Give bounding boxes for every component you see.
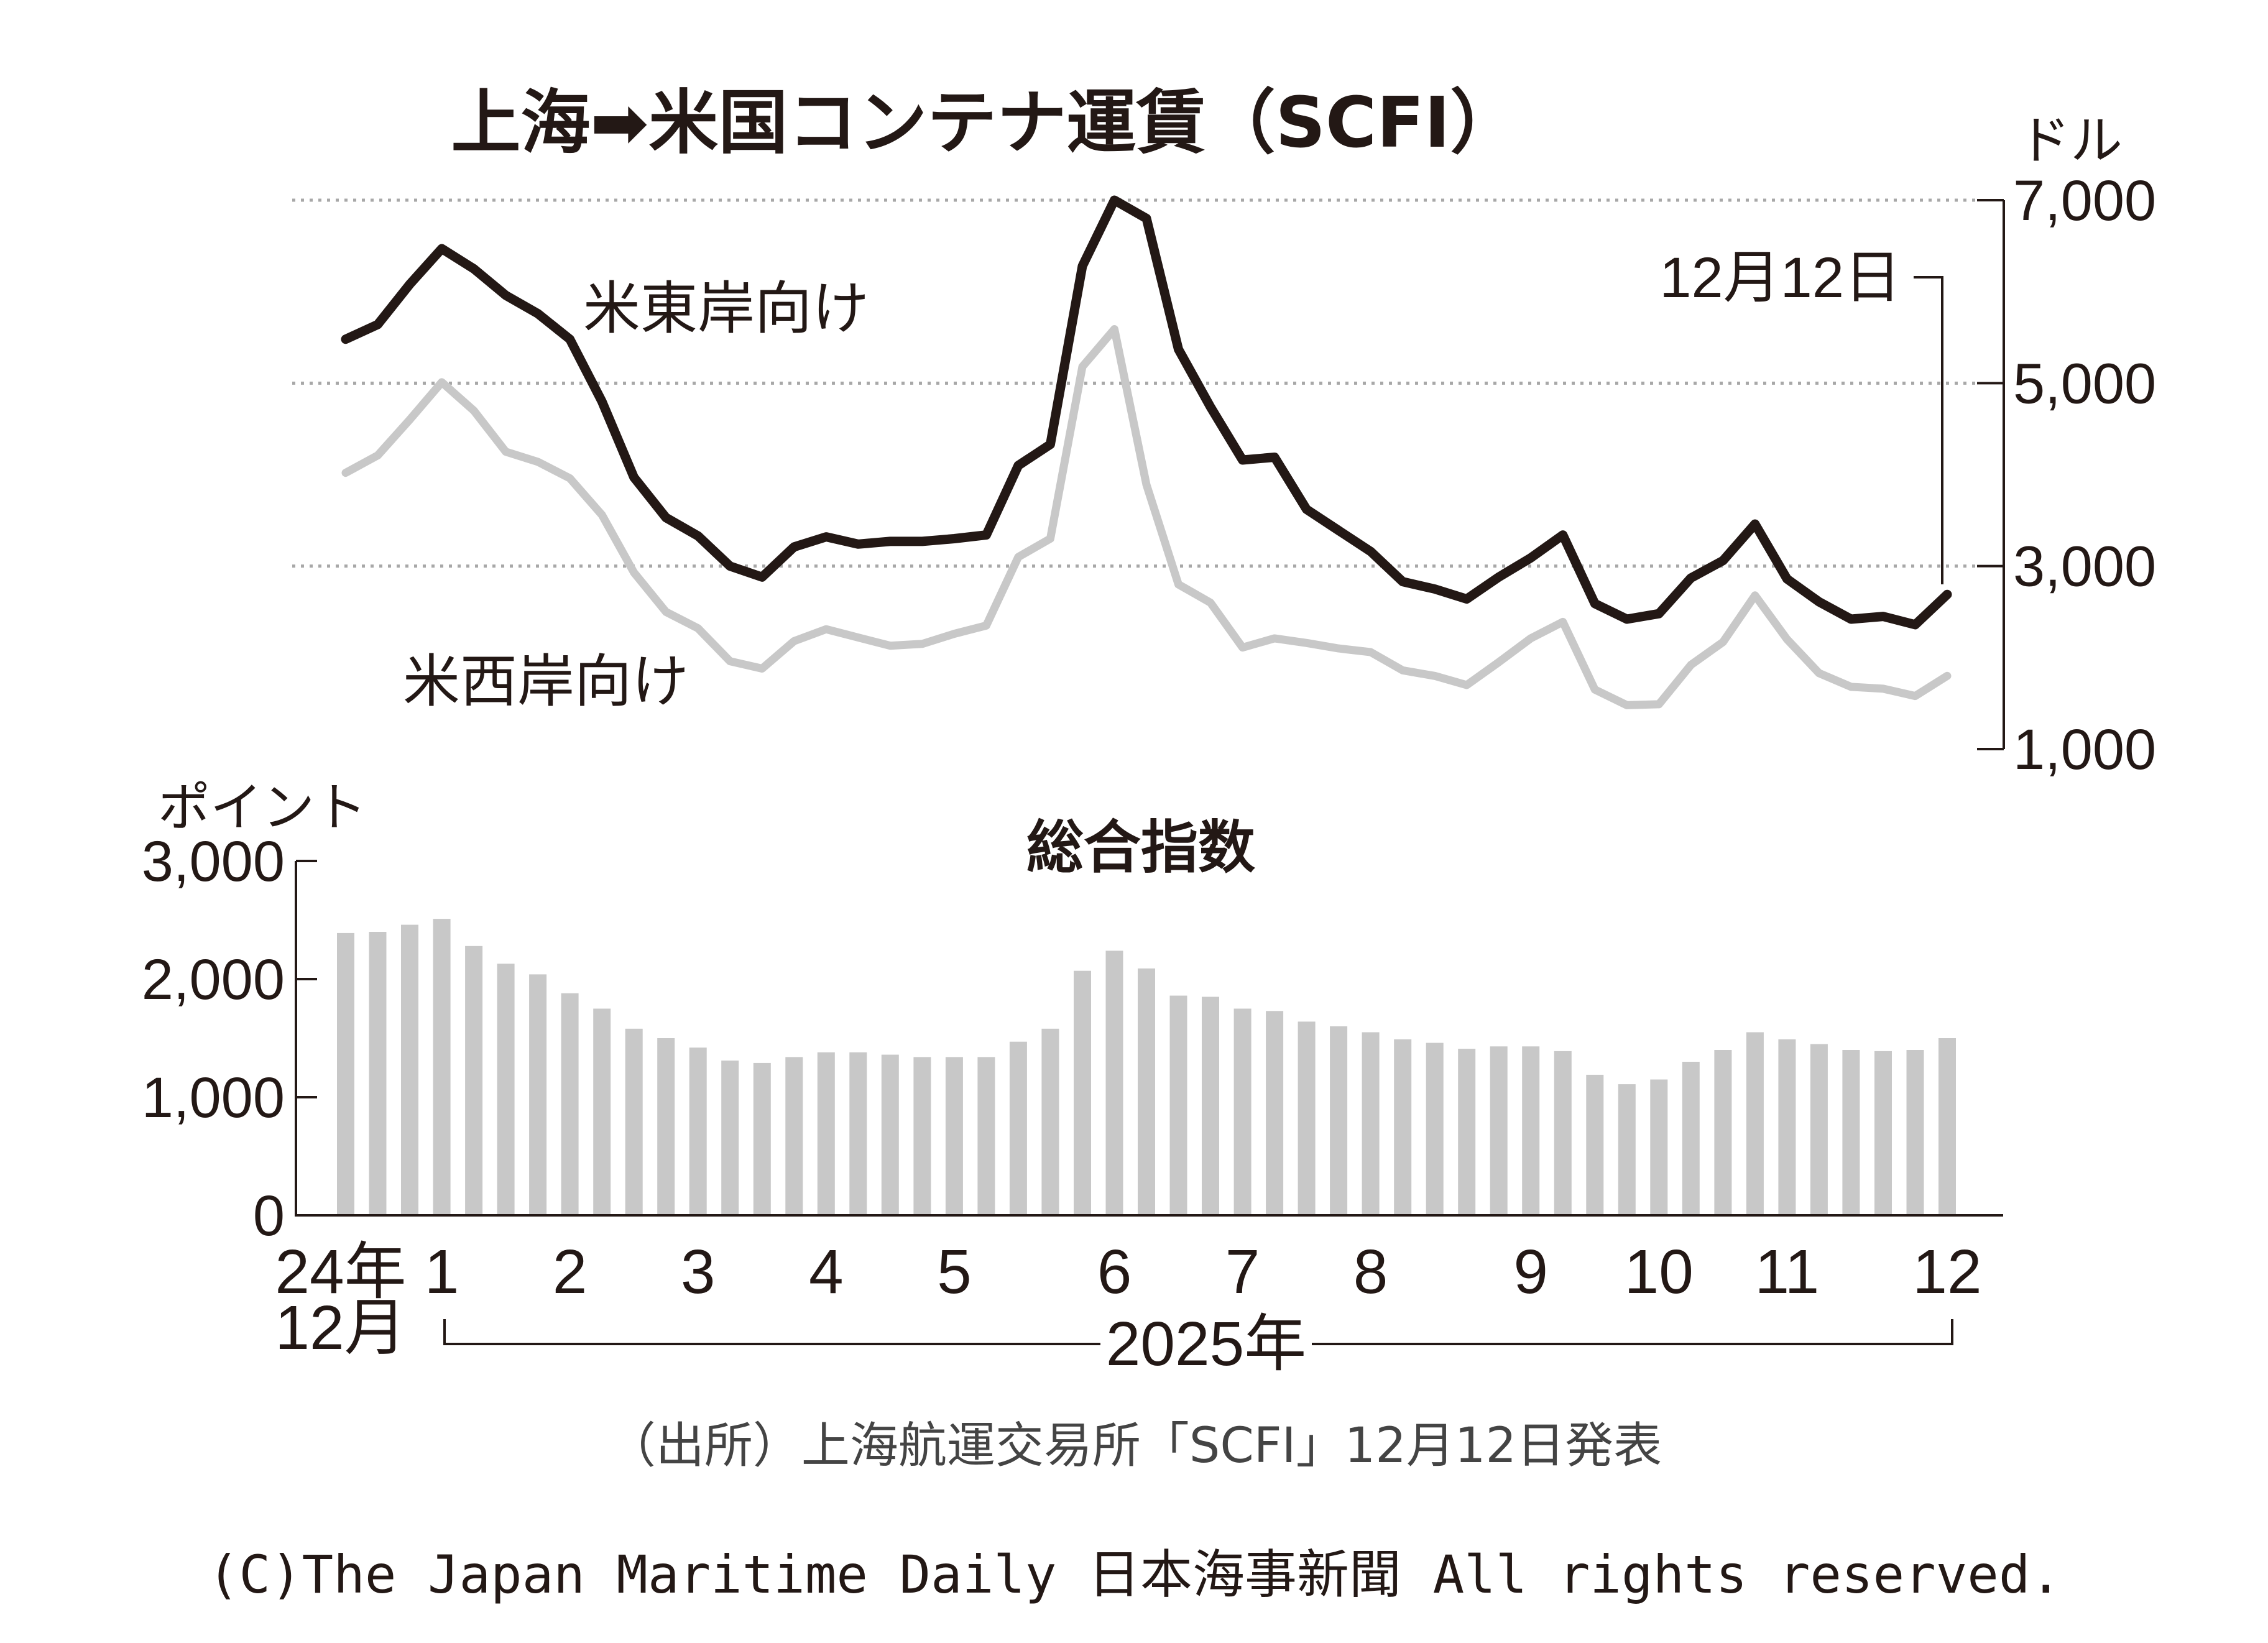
- bar: [977, 1057, 995, 1215]
- bar: [849, 1052, 867, 1215]
- source-note: （出所）上海航運交易所「SCFI」12月12日発表: [607, 1418, 1662, 1474]
- series-label-east-coast: 米東岸向け: [583, 275, 869, 342]
- y-tick-label: 7,000: [2013, 169, 2156, 232]
- bar: [1778, 1039, 1796, 1215]
- y-tick-label: 1,000: [2013, 718, 2156, 781]
- bar: [1009, 1041, 1027, 1215]
- year-label-2025: 2025年: [1106, 1309, 1306, 1379]
- line-chart: 上海➡米国コンテナ運賃（SCFI） ドル 1,000 3,000 5,000 7,00…: [292, 83, 2156, 781]
- bar: [1298, 1021, 1316, 1215]
- bar: [1362, 1032, 1380, 1215]
- bar: [1138, 968, 1155, 1215]
- bar: [1458, 1049, 1476, 1215]
- x-month-label: 4: [809, 1237, 844, 1307]
- x-month-label: 12: [1912, 1237, 1981, 1307]
- x-month-label: 2: [553, 1237, 588, 1307]
- x-month-label: 5: [937, 1237, 972, 1307]
- bar: [1746, 1032, 1764, 1215]
- bar: [465, 946, 483, 1215]
- bar: [497, 964, 515, 1215]
- bar: [1842, 1050, 1860, 1215]
- bar-y-tick-label: 2,000: [142, 948, 285, 1011]
- bar: [1426, 1042, 1444, 1215]
- year-bracket-right: [1312, 1319, 1953, 1345]
- bar: [593, 1008, 611, 1215]
- copyright-notice: (C)The Japan Maritime Daily 日本海事新聞 All r…: [208, 1544, 2062, 1605]
- bar: [369, 932, 387, 1215]
- x-month-label: 8: [1353, 1237, 1388, 1307]
- bar: [945, 1057, 963, 1215]
- x-month-label: 1: [425, 1237, 459, 1307]
- bar: [1810, 1044, 1828, 1215]
- annotation-date-label: 12月12日: [1659, 246, 1901, 310]
- x-axis-labels: 24年 1 2 3 4 5 6 7 8 9 10 11 12: [275, 1237, 1981, 1307]
- x-month-label: 10: [1625, 1237, 1694, 1307]
- bar-y-tick-label: 1,000: [142, 1066, 285, 1130]
- x-label-first-month: 12月: [275, 1293, 406, 1363]
- bar-group: [337, 919, 1956, 1215]
- bar-y-tick-label: 3,000: [142, 830, 285, 893]
- bar: [1169, 995, 1187, 1215]
- x-month-label: 7: [1225, 1237, 1260, 1307]
- bar: [1233, 1008, 1252, 1215]
- bar: [657, 1038, 675, 1215]
- y-tick-label: 3,000: [2013, 535, 2156, 599]
- bar: [817, 1052, 835, 1215]
- bar: [1202, 996, 1219, 1215]
- bar: [1522, 1046, 1540, 1215]
- bar: [1074, 970, 1091, 1215]
- bar: [1554, 1051, 1572, 1215]
- bar: [1618, 1084, 1636, 1215]
- bar: [1041, 1028, 1059, 1215]
- bar: [1682, 1062, 1700, 1215]
- bar-y-tick-label: 0: [253, 1184, 285, 1248]
- bar: [625, 1028, 643, 1215]
- x-month-label: 9: [1513, 1237, 1548, 1307]
- bar: [561, 993, 579, 1215]
- bar: [753, 1062, 771, 1215]
- x-month-label: 6: [1097, 1237, 1132, 1307]
- bar: [1266, 1011, 1284, 1215]
- bar: [1330, 1026, 1348, 1215]
- bar-axes: 0 1,000 2,000 3,000: [142, 830, 2003, 1248]
- bar: [721, 1061, 739, 1215]
- bar: [433, 919, 451, 1215]
- y-axis-unit-point: ポイント: [158, 777, 367, 838]
- bar: [529, 974, 547, 1215]
- bar: [689, 1047, 707, 1215]
- bar: [1874, 1051, 1892, 1215]
- series-label-west-coast: 米西岸向け: [403, 648, 689, 715]
- x-month-label: 24年: [275, 1237, 406, 1307]
- bar: [401, 924, 418, 1215]
- x-month-label: 3: [681, 1237, 716, 1307]
- bar: [1490, 1046, 1508, 1215]
- bar: [1938, 1038, 1956, 1215]
- bar: [881, 1054, 899, 1215]
- bar: [1714, 1050, 1732, 1215]
- year-bracket-left: [443, 1319, 1100, 1345]
- y-axis-unit-dollar: ドル: [2018, 110, 2123, 171]
- bar-chart-title: 総合指数: [1026, 814, 1255, 881]
- annotation-leader-line: [1914, 276, 1943, 584]
- line-y-axis: 1,000 3,000 5,000 7,000: [1977, 169, 2156, 781]
- bar: [785, 1057, 803, 1215]
- line-series-group: [341, 195, 1952, 709]
- line-gridlines: [292, 198, 1977, 568]
- bar: [1105, 950, 1123, 1215]
- bar: [1906, 1050, 1924, 1215]
- bar: [1650, 1079, 1668, 1215]
- bar: [913, 1057, 931, 1215]
- y-tick-label: 5,000: [2013, 352, 2156, 415]
- chart-title: 上海➡米国コンテナ運賃（SCFI）: [451, 83, 1520, 163]
- x-month-label: 11: [1754, 1237, 1819, 1307]
- bar: [337, 932, 354, 1215]
- bar: [1586, 1074, 1604, 1215]
- bar: [1394, 1039, 1412, 1215]
